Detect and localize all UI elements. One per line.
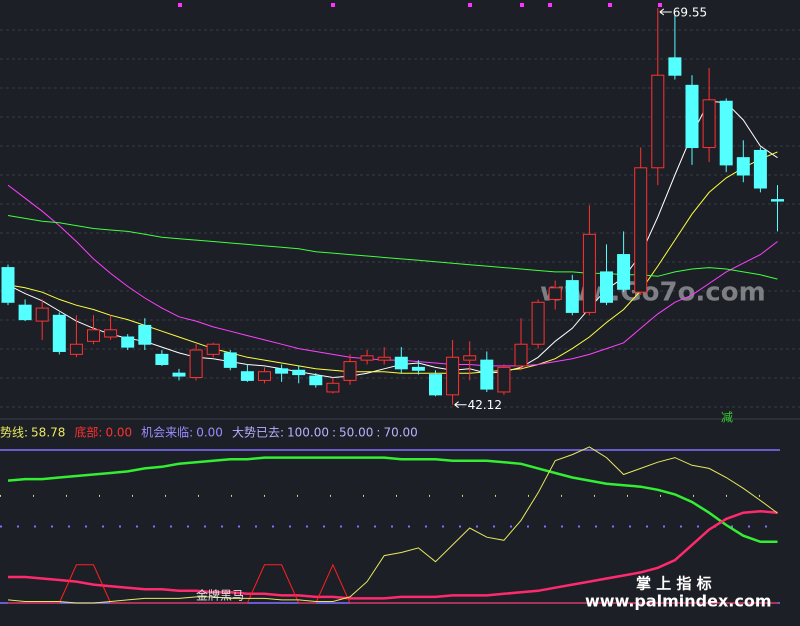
grid (0, 29, 800, 408)
legend-text: 50.00 (339, 426, 373, 440)
event-marker (608, 3, 612, 7)
candle-body (172, 372, 186, 377)
candle-body (69, 343, 83, 355)
max-label: 69.55 (673, 5, 707, 19)
indicator-line (8, 509, 778, 600)
candle-body (138, 324, 152, 345)
legend-text: 底部: (74, 425, 102, 440)
candle-body (360, 355, 374, 361)
label-arrow (454, 401, 467, 409)
moving-average (7, 151, 778, 374)
candle-body (292, 369, 306, 376)
annotation: 金牌黑马 (196, 588, 244, 603)
legend-text: 大势已去: (232, 426, 284, 440)
candle-body (1, 267, 15, 303)
event-marker (178, 3, 182, 7)
candle-body (155, 353, 169, 365)
legend-text: 趋势线: (0, 426, 28, 440)
legend-text: 70.00 (383, 426, 417, 440)
candle-body (480, 359, 494, 390)
candle-body (121, 336, 135, 348)
event-marker (468, 3, 472, 7)
candle-body (35, 307, 49, 322)
candle-body (411, 366, 425, 371)
candle-body (240, 371, 254, 381)
candle-body (685, 84, 699, 149)
candle-body (565, 280, 579, 313)
candle-body (668, 57, 682, 76)
legend-text: 0.00 (196, 426, 223, 440)
candle-body (514, 343, 528, 367)
moving-average (7, 100, 778, 379)
price-panel: 69.55 42.12 (1, 5, 784, 412)
candle-body (326, 382, 340, 393)
candle-body (258, 371, 271, 381)
candle-body (87, 329, 100, 342)
watermark: www.palmindex.com (585, 592, 772, 611)
candle-body (617, 254, 631, 290)
indicator-line (7, 446, 778, 604)
legend-text: : (332, 426, 336, 440)
event-marker (520, 3, 524, 7)
watermark: 掌 上 指 标 (636, 575, 712, 593)
candle-body (223, 352, 237, 368)
candle-body (634, 167, 648, 293)
label-arrow (659, 8, 672, 16)
candle-body (104, 329, 118, 338)
candle-body (309, 375, 323, 386)
candle-body (719, 100, 733, 166)
candle-body (548, 287, 562, 300)
candle-body (463, 355, 477, 361)
candle-body (446, 356, 460, 396)
candle-body (582, 233, 596, 313)
candle-body (18, 304, 32, 321)
candle-body (753, 149, 767, 189)
legend: 趋势线:58.78底部:0.00机会来临:0.00大势已去:100.00:50.… (0, 425, 418, 440)
legend-text: : (376, 426, 380, 440)
candle-body (702, 99, 716, 149)
legend-text: 58.78 (31, 426, 65, 440)
indicator-line (7, 456, 778, 544)
event-marker (548, 3, 552, 7)
candle-body (275, 368, 289, 374)
moving-average (7, 184, 778, 367)
candle-body (343, 361, 357, 381)
legend-text: 0.00 (105, 426, 132, 440)
candle-body (771, 199, 784, 202)
candle-body (52, 314, 66, 352)
candle-body (377, 356, 391, 361)
candle-body (600, 271, 613, 303)
candle-body (497, 366, 511, 393)
indicator-line (8, 563, 778, 604)
candle-body (429, 374, 442, 396)
candle-body (394, 356, 408, 370)
signal-label: 减 (721, 411, 733, 425)
candle-body (651, 74, 665, 169)
legend-text: 100.00 (287, 426, 329, 440)
candle-body (206, 343, 220, 355)
candle-body (736, 157, 750, 176)
event-marker (331, 3, 335, 7)
event-markers (178, 3, 662, 7)
moving-average (7, 215, 778, 280)
legend-text: 机会来临: (141, 426, 193, 440)
event-marker (658, 3, 662, 7)
min-label: 42.12 (468, 398, 502, 412)
indicator-panel (0, 446, 780, 604)
candle-body (189, 349, 203, 379)
candle-body (531, 301, 545, 345)
